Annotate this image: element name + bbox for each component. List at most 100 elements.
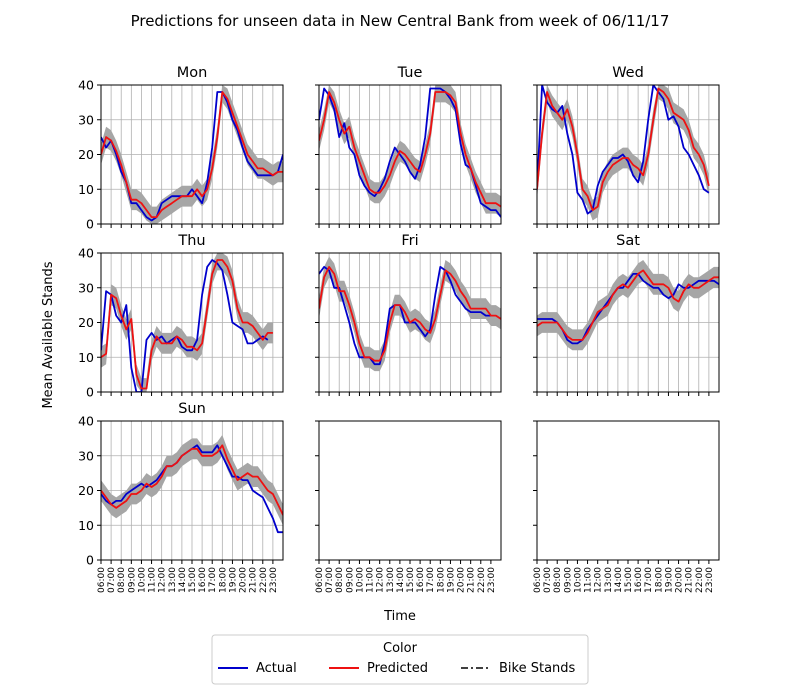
x-tick-label: 12:00 bbox=[158, 567, 168, 593]
y-tick-label: 0 bbox=[86, 217, 94, 232]
subplot-mon: Mon 0 10 20 30 40 bbox=[78, 65, 284, 232]
x-tick-label: 19:00 bbox=[228, 567, 238, 593]
x-tick-label: 14:00 bbox=[396, 567, 406, 593]
x-tick-label: 10:00 bbox=[573, 567, 583, 593]
legend-box bbox=[211, 634, 589, 685]
x-tick-label: 11:00 bbox=[148, 567, 158, 593]
series-line-predicted bbox=[537, 87, 710, 212]
series-line-actual bbox=[101, 91, 283, 222]
x-tick-label: 09:00 bbox=[127, 567, 137, 593]
subplot-sun: Sun 0 10 20 30 40 06:00 07:00 08:00 09:00 10:00 11:… bbox=[78, 401, 284, 593]
legend-item-actual: Actual bbox=[218, 661, 297, 676]
x-tick-label: 20:00 bbox=[239, 567, 249, 593]
x-tick-label: 11:00 bbox=[366, 567, 376, 593]
subplot-empty-8: 06:00 07:00 08:00 09:00 10:00 11:00 12:00 13:00… bbox=[533, 420, 720, 593]
x-tick-label: 17:00 bbox=[426, 567, 436, 593]
x-tick-label: 07:00 bbox=[107, 567, 117, 593]
legend-item-predicted: Predicted bbox=[329, 661, 428, 676]
x-tick-label: 17:00 bbox=[644, 567, 654, 593]
x-tick-label: 22:00 bbox=[259, 567, 269, 593]
x-tick-label: 10:00 bbox=[355, 567, 365, 593]
legend: Color Actual Predicted Bike Stands bbox=[211, 634, 589, 685]
series-line-actual bbox=[537, 272, 719, 345]
x-tick-label: 18:00 bbox=[218, 567, 228, 593]
x-tick-label: 19:00 bbox=[446, 567, 456, 593]
x-tick-label: 16:00 bbox=[416, 567, 426, 593]
y-tick-label: 0 bbox=[86, 385, 94, 400]
x-tick-label: 12:00 bbox=[594, 567, 604, 593]
chart-title: Predictions for unseen data in New Centr… bbox=[131, 12, 670, 30]
x-tick-label: 16:00 bbox=[198, 567, 208, 593]
series-line-predicted bbox=[319, 91, 501, 208]
x-tick-label: 20:00 bbox=[675, 567, 685, 593]
subplot-title: Sun bbox=[178, 401, 206, 417]
y-tick-label: 20 bbox=[78, 483, 94, 498]
x-tick-label: 18:00 bbox=[436, 567, 446, 593]
x-tick-label: 14:00 bbox=[178, 567, 188, 593]
series-line-predicted bbox=[319, 265, 501, 362]
y-tick-label: 40 bbox=[78, 78, 94, 93]
x-tick-label: 09:00 bbox=[345, 567, 355, 593]
legend-item-bike-stands: Bike Stands bbox=[461, 661, 576, 676]
y-tick-label: 30 bbox=[78, 280, 94, 295]
plot-area bbox=[537, 421, 719, 560]
x-tick-label: 13:00 bbox=[604, 567, 614, 593]
y-tick-label: 30 bbox=[78, 448, 94, 463]
x-tick-label: 20:00 bbox=[457, 567, 467, 593]
y-tick-label: 30 bbox=[78, 112, 94, 127]
x-tick-label: 23:00 bbox=[269, 567, 279, 593]
series-line-actual bbox=[537, 85, 710, 215]
confidence-band bbox=[319, 256, 501, 372]
x-tick-label: 08:00 bbox=[553, 567, 563, 593]
series-line-actual bbox=[101, 444, 283, 534]
y-tick-label: 40 bbox=[78, 414, 94, 429]
series-line-predicted bbox=[101, 444, 283, 517]
subplot-wed: Wed bbox=[533, 65, 720, 228]
legend-title: Color bbox=[383, 641, 418, 656]
subplot-tue: Tue bbox=[315, 65, 502, 228]
subplot-title: Tue bbox=[397, 65, 423, 81]
x-tick-label: 21:00 bbox=[685, 567, 695, 593]
confidence-band bbox=[537, 85, 709, 221]
subplot-thu: Thu 0 10 20 30 40 bbox=[78, 233, 284, 400]
subplot-grid: Mon 0 10 20 30 40 Tue Wed Thu 0 10 20 30 40 Fri Sat Sun 0… bbox=[78, 65, 720, 593]
x-tick-label: 22:00 bbox=[477, 567, 487, 593]
x-tick-label: 14:00 bbox=[614, 567, 624, 593]
x-tick-label: 08:00 bbox=[335, 567, 345, 593]
confidence-band bbox=[537, 260, 719, 351]
x-tick-label: 12:00 bbox=[376, 567, 386, 593]
x-tick-label: 23:00 bbox=[705, 567, 715, 593]
x-tick-label: 11:00 bbox=[584, 567, 594, 593]
x-tick-label: 06:00 bbox=[97, 567, 107, 593]
y-tick-label: 10 bbox=[78, 182, 94, 197]
subplot-sat: Sat bbox=[533, 233, 720, 396]
subplot-title: Thu bbox=[177, 233, 205, 249]
y-tick-label: 20 bbox=[78, 147, 94, 162]
x-tick-label: 10:00 bbox=[137, 567, 147, 593]
x-tick-label: 07:00 bbox=[325, 567, 335, 593]
x-tick-label: 15:00 bbox=[624, 567, 634, 593]
subplot-title: Mon bbox=[177, 65, 208, 81]
y-axis-label: Mean Available Stands bbox=[41, 261, 56, 408]
x-tick-label: 17:00 bbox=[208, 567, 218, 593]
legend-label-bike-stands: Bike Stands bbox=[499, 661, 576, 676]
y-tick-label: 10 bbox=[78, 350, 94, 365]
x-tick-label: 13:00 bbox=[386, 567, 396, 593]
x-tick-label: 21:00 bbox=[467, 567, 477, 593]
subplot-fri: Fri bbox=[315, 233, 502, 396]
y-tick-label: 20 bbox=[78, 315, 94, 330]
x-tick-label: 13:00 bbox=[168, 567, 178, 593]
series-line-predicted bbox=[101, 259, 273, 390]
x-tick-label: 15:00 bbox=[406, 567, 416, 593]
x-tick-label: 21:00 bbox=[249, 567, 259, 593]
series-line-predicted bbox=[101, 91, 283, 219]
confidence-band bbox=[101, 85, 283, 224]
x-tick-label: 15:00 bbox=[188, 567, 198, 593]
y-tick-label: 0 bbox=[86, 553, 94, 568]
plot-area bbox=[319, 421, 501, 560]
x-tick-label: 06:00 bbox=[315, 567, 325, 593]
subplot-empty-7: 06:00 07:00 08:00 09:00 10:00 11:00 12:00 13:00… bbox=[315, 420, 502, 593]
subplot-title: Wed bbox=[612, 65, 644, 81]
x-tick-label: 09:00 bbox=[563, 567, 573, 593]
